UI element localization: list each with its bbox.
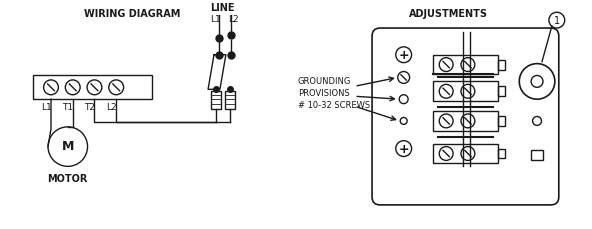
Bar xyxy=(497,117,506,126)
Bar xyxy=(531,150,543,161)
Text: T1: T1 xyxy=(62,103,73,112)
Text: WIRING DIAGRAM: WIRING DIAGRAM xyxy=(84,9,180,19)
Text: L2: L2 xyxy=(229,15,239,24)
Text: M: M xyxy=(62,139,74,153)
Text: GROUNDING
PROVISIONS
# 10-32 SCREWS: GROUNDING PROVISIONS # 10-32 SCREWS xyxy=(298,77,370,109)
Text: L1: L1 xyxy=(211,15,221,24)
Bar xyxy=(497,87,506,97)
Text: ADJUSTMENTS: ADJUSTMENTS xyxy=(408,9,488,19)
Text: T2: T2 xyxy=(84,103,95,112)
Text: MOTOR: MOTOR xyxy=(47,174,88,183)
Bar xyxy=(433,112,497,131)
Bar xyxy=(497,60,506,70)
Bar xyxy=(433,144,497,164)
Bar xyxy=(497,149,506,159)
Text: 1: 1 xyxy=(554,16,560,26)
Text: +: + xyxy=(398,142,409,155)
Text: L1: L1 xyxy=(41,103,52,112)
Bar xyxy=(225,92,235,110)
Bar xyxy=(33,76,152,100)
Bar xyxy=(433,82,497,102)
Text: +: + xyxy=(398,49,409,62)
Bar xyxy=(433,55,497,75)
Bar xyxy=(211,92,221,110)
Text: LINE: LINE xyxy=(210,3,234,13)
Text: L2: L2 xyxy=(106,103,117,112)
